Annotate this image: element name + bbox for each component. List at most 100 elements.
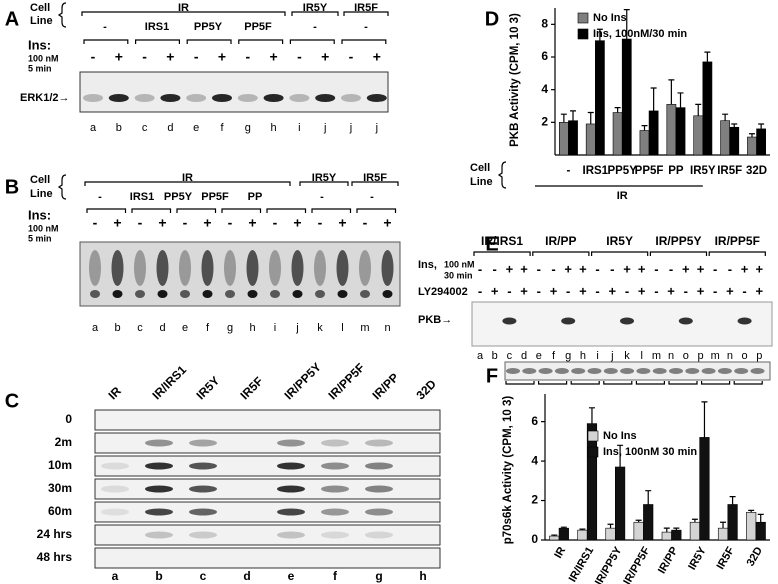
lane-label: n <box>727 350 733 362</box>
y-tick-label: 2 <box>541 115 548 129</box>
band-label: ERK1/2→ <box>20 92 70 104</box>
error-bar <box>748 133 755 138</box>
y-tick-label: 4 <box>541 82 548 96</box>
blot-strip <box>94 478 441 500</box>
blot-strip <box>94 455 441 477</box>
error-bar <box>645 490 652 505</box>
lane-label: n <box>384 322 390 334</box>
lane-label: a <box>92 322 99 334</box>
x-tick-label: - <box>567 165 571 177</box>
error-bar <box>635 519 642 523</box>
lane-label: g <box>245 122 251 134</box>
band <box>750 368 765 374</box>
line-label: - <box>98 191 102 203</box>
lane-label: f <box>220 122 224 134</box>
smear <box>134 250 146 286</box>
error-bar <box>663 527 670 533</box>
bracket <box>341 39 387 44</box>
error-bar <box>551 534 558 537</box>
band <box>189 508 217 516</box>
panel-label: E <box>485 233 498 255</box>
sign: + <box>520 283 528 298</box>
lane-label: j <box>349 122 352 134</box>
bracket <box>311 208 352 213</box>
bar <box>615 466 626 541</box>
group-label: IR5Y <box>303 2 328 14</box>
sign: - <box>493 261 497 276</box>
smear <box>156 250 169 286</box>
band <box>145 462 173 470</box>
lane-label: k <box>317 322 323 334</box>
error-bar <box>691 518 698 523</box>
lane-label: e <box>193 122 199 134</box>
spot <box>247 290 258 298</box>
band <box>603 368 618 374</box>
band <box>212 94 232 102</box>
lane-label: f <box>552 350 556 362</box>
line-label: IRS1 <box>145 21 169 33</box>
line-label: - <box>320 191 324 203</box>
row-label: 2m <box>55 435 72 449</box>
band <box>315 94 336 102</box>
x-tick-label: IR/PP5Y <box>593 544 625 584</box>
blot-strip <box>94 409 441 431</box>
lane-label: e <box>182 322 188 334</box>
bar <box>558 122 569 156</box>
bracket <box>532 251 590 256</box>
sign: - <box>595 261 599 276</box>
band <box>701 368 716 374</box>
group-label: IR/PP5F <box>715 234 760 248</box>
spot <box>180 290 190 298</box>
error-bar <box>704 51 711 62</box>
smear <box>269 250 281 286</box>
x-tick-label: PP5Y <box>607 165 637 177</box>
sign: - <box>478 283 482 298</box>
ins-label: 30 min <box>444 270 473 280</box>
bracket <box>186 39 232 44</box>
band <box>321 531 349 539</box>
sign: + <box>756 261 764 276</box>
lane-label: l <box>640 350 642 362</box>
band <box>145 485 173 493</box>
band <box>620 368 635 374</box>
band <box>587 368 602 374</box>
error-bar <box>596 28 603 41</box>
x-tick-label: IR <box>552 545 568 561</box>
bracket <box>266 208 307 213</box>
bracket <box>591 251 649 256</box>
band <box>685 368 700 374</box>
sign: - <box>349 49 354 65</box>
bar <box>693 115 704 156</box>
blot <box>79 71 389 113</box>
group-label: IR <box>182 172 193 184</box>
sign: + <box>321 49 329 65</box>
smear <box>291 250 304 286</box>
bar <box>689 521 700 541</box>
y-tick-label: 0 <box>531 532 538 546</box>
lane-label: f <box>206 322 210 334</box>
line-label: PP5Y <box>194 21 223 33</box>
bracket <box>299 181 349 186</box>
bracket <box>733 381 763 385</box>
bracket <box>708 251 766 256</box>
column-label: IR5Y <box>193 374 222 403</box>
brace <box>57 2 67 28</box>
sign: + <box>623 261 631 276</box>
sign: + <box>638 261 646 276</box>
spot <box>382 290 393 298</box>
group-label: IR/PP <box>545 234 576 248</box>
blot <box>471 301 773 347</box>
brace <box>497 161 507 189</box>
sign: + <box>756 283 764 298</box>
bar <box>747 136 757 156</box>
band <box>737 317 752 325</box>
bar <box>595 40 605 156</box>
lane-label: h <box>580 350 586 362</box>
panel-label: A <box>5 8 19 30</box>
bracket <box>176 208 217 213</box>
bar <box>612 112 623 156</box>
blot <box>79 241 401 307</box>
smear <box>359 250 371 286</box>
band <box>620 317 634 325</box>
